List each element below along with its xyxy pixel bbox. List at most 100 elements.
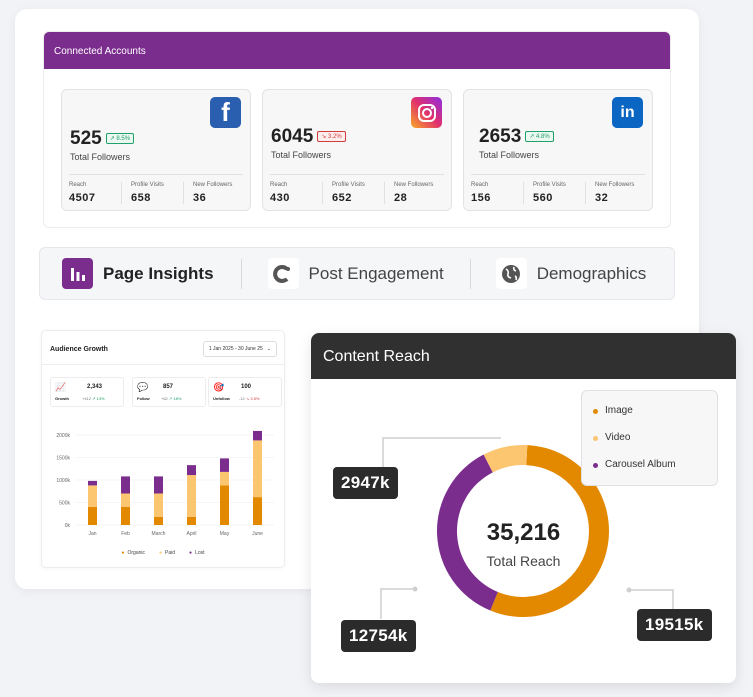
bar-organic-feb	[121, 507, 130, 525]
connector-video	[382, 437, 501, 467]
reach-metric: Reach 4507	[69, 182, 96, 204]
instagram-icon	[411, 97, 442, 128]
connector-dot	[626, 587, 632, 593]
legend-dot-image	[593, 409, 598, 414]
callout-image: 19515k	[637, 609, 712, 641]
legend-lost: Lost	[189, 550, 204, 556]
tab-demographics[interactable]: Demographics	[495, 258, 647, 289]
account-metrics: Reach 156 Profile Visits 560 New Followers…	[471, 182, 647, 204]
total-reach-label: Total Reach	[486, 553, 561, 569]
y-tick-label: 500k	[59, 501, 70, 507]
callout-video: 2947k	[333, 467, 398, 499]
followers-label: Total Followers	[479, 150, 540, 160]
bar-paid-april	[187, 475, 196, 517]
reach-metric: Reach 430	[270, 182, 290, 204]
bar-lost-april	[187, 465, 196, 476]
connector-dot	[412, 586, 418, 592]
divider	[69, 174, 243, 175]
bar-lost-jan	[88, 480, 97, 486]
trend-badge: ↗ 4.8%	[525, 131, 554, 143]
tab-separator	[240, 258, 242, 289]
bar-paid-jan	[88, 485, 97, 507]
bar-paid-may	[220, 471, 229, 486]
insights-tabs: Page Insights Post Engagement Demographi…	[39, 247, 675, 300]
bar-lost-feb	[121, 476, 130, 494]
slice-image[interactable]	[490, 445, 609, 617]
x-tick-label: March	[152, 531, 166, 537]
y-tick-label: 1500k	[56, 456, 70, 462]
facebook-icon: f	[210, 97, 241, 128]
new-followers-metric: New Followers 36	[183, 182, 245, 204]
slice-carousel-album[interactable]	[437, 454, 498, 611]
connected-accounts-panel: Connected Accounts f 525 ↗ 8.5% Total Fol…	[43, 31, 671, 228]
reach-metric: Reach 156	[471, 182, 491, 204]
tab-page-insights[interactable]: Page Insights	[62, 258, 214, 289]
bar-organic-may	[220, 485, 229, 525]
globe-icon	[495, 258, 527, 289]
new-followers-metric: New Followers 32	[585, 182, 647, 204]
tab-separator	[469, 258, 471, 289]
legend-image: Image	[605, 405, 633, 416]
bar-lost-june	[253, 430, 262, 441]
linkedin-icon: in	[612, 97, 643, 128]
legend-dot-carousel	[593, 463, 598, 468]
legend-video: Video	[605, 432, 631, 443]
tab-label: Page Insights	[103, 263, 214, 283]
content-reach-card: Content Reach 35,216 Total Reach Image V…	[311, 333, 736, 683]
bar-paid-june	[253, 440, 262, 498]
bar-paid-march	[154, 493, 163, 517]
stat-growth: 📈 2,343 Growth +412 ↗ 13%	[50, 377, 124, 407]
legend-paid: Paid	[159, 550, 175, 556]
account-metrics: Reach 4507 Profile Visits 658 New Follower…	[69, 182, 245, 204]
tab-label: Post Engagement	[308, 263, 444, 283]
followers-label: Total Followers	[70, 152, 131, 162]
slice-video[interactable]	[483, 445, 528, 473]
visits-metric: Profile Visits 658	[121, 182, 183, 204]
x-tick-label: Jan	[88, 531, 96, 537]
donut-legend: Image Video Carousel Album	[581, 390, 718, 486]
bar-lost-may	[220, 458, 229, 472]
account-card-linkedin[interactable]: in 2653 ↗ 4.8% Total Followers Reach 156 P…	[463, 89, 653, 211]
x-tick-label: June	[252, 531, 263, 537]
account-metrics: Reach 430 Profile Visits 652 New Followers…	[270, 182, 446, 204]
divider	[471, 174, 645, 175]
growth-icon: 📈	[55, 382, 67, 392]
bar-organic-june	[253, 497, 262, 525]
connected-accounts-header: Connected Accounts	[44, 32, 670, 69]
chart-legend: Organic Paid Lost	[42, 550, 284, 556]
audience-growth-title: Audience Growth	[50, 346, 108, 353]
followers-label: Total Followers	[271, 150, 332, 160]
tab-post-engagement[interactable]: Post Engagement	[267, 258, 444, 289]
total-reach-value: 35,216	[486, 519, 561, 546]
followers-count: 525 ↗ 8.5%	[70, 128, 135, 150]
date-range-select[interactable]: 1 Jan 2025 - 30 June 25 ⌄	[202, 341, 277, 357]
bar-organic-march	[154, 516, 163, 525]
bar-organic-april	[187, 516, 196, 525]
y-tick-label: 1000k	[56, 478, 70, 484]
visits-metric: Profile Visits 560	[523, 182, 585, 204]
content-reach-title: Content Reach	[311, 333, 736, 379]
legend-organic: Organic	[121, 550, 145, 556]
divider	[270, 174, 444, 175]
followers-count: 2653 ↗ 4.8%	[479, 126, 554, 148]
x-tick-label: May	[220, 531, 230, 537]
trend-badge: ↗ 8.5%	[105, 133, 135, 145]
x-tick-label: Feb	[121, 531, 130, 537]
connector-image	[629, 589, 674, 611]
bar-paid-feb	[121, 493, 130, 507]
bar-organic-jan	[88, 507, 97, 525]
connector-carousel	[380, 588, 415, 619]
visits-metric: Profile Visits 652	[322, 182, 384, 204]
legend-carousel: Carousel Album	[605, 459, 676, 470]
x-tick-label: April	[186, 531, 196, 537]
unfollow-icon: 🎯	[213, 382, 225, 392]
account-card-facebook[interactable]: f 525 ↗ 8.5% Total Followers Reach 4507 Pr…	[61, 89, 251, 211]
divider	[42, 364, 284, 365]
callout-carousel: 12754k	[341, 620, 416, 652]
account-card-instagram[interactable]: 6045 ↘ 3.2% Total Followers Reach 430 Prof…	[262, 89, 452, 211]
tab-label: Demographics	[536, 263, 647, 283]
trend-badge: ↘ 3.2%	[317, 131, 346, 143]
bar-chart-icon	[62, 258, 93, 289]
follow-icon: 💬	[137, 382, 149, 392]
legend-dot-video	[593, 436, 598, 441]
